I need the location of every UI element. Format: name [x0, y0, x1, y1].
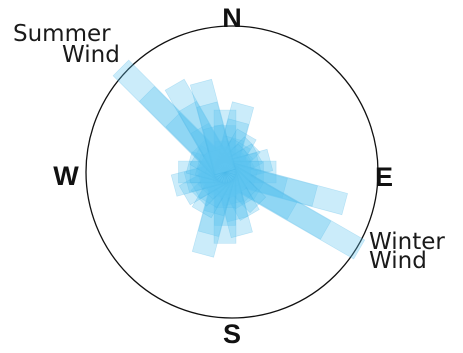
wind-rose-hub: [199, 146, 251, 198]
compass-south-label: S: [223, 319, 241, 349]
compass-circle: [85, 25, 379, 319]
compass-west-label: W: [53, 161, 79, 191]
winter-wind-label-line1: Winter: [369, 229, 445, 255]
wind-rose-petals: [112, 59, 366, 260]
compass-east-label: E: [375, 162, 393, 192]
winter-wind-label-line2: Wind: [369, 248, 427, 274]
summer-wind-label-line2: Wind: [62, 42, 120, 68]
compass-north-label: N: [222, 3, 242, 33]
summer-wind-label-line1: Summer: [13, 21, 111, 47]
